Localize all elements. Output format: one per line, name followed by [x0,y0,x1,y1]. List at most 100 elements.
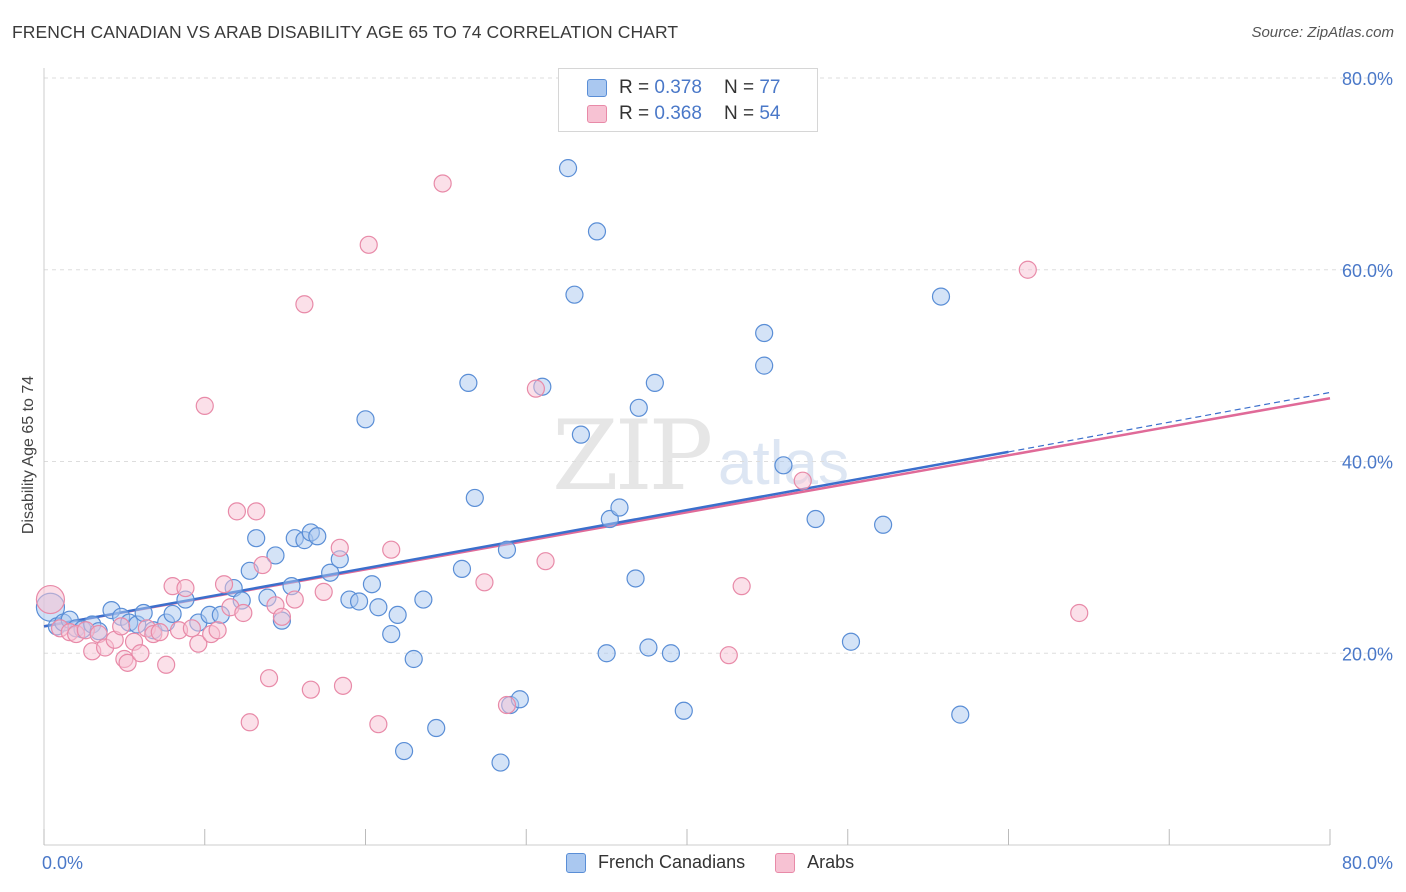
arabs-point [118,653,137,672]
french-canadians-point [465,488,484,508]
french-canadians-point [247,529,266,548]
legend-r-value: 0.378 [654,77,702,98]
stats-legend-row-arabs: R = 0.368 N = 54 [587,102,780,126]
arabs-point [259,669,279,688]
arabs-point [112,617,131,636]
arabs-point [536,552,555,571]
arabs-point [526,379,545,398]
french-canadians-point [755,356,774,375]
french-canadians-point [491,753,510,772]
legend-item-arabs[interactable]: Arabs [775,852,854,873]
legend-r-value: 0.368 [654,103,702,124]
y-tick-label: 80.0% [1342,69,1393,89]
french-canadians-point [321,563,340,582]
arabs-point [227,502,246,521]
french-canadians-point [951,705,970,724]
arabs-point [330,538,349,557]
stats-legend: R = 0.378 N = 77 R = 0.368 N = 54 [558,68,818,132]
legend-item-french-canadians[interactable]: French Canadians [566,852,745,873]
arabs-point [793,471,812,490]
french-canadians-point [362,575,382,594]
arabs-point [719,646,738,665]
x-tick-label: 0.0% [42,853,83,873]
arabs-point [208,621,227,640]
french-canadians-point [639,638,658,657]
french-canadians-point [841,632,861,651]
axis-labels: 20.0% 40.0% 60.0% 80.0% 0.0% 80.0% Disability … [20,69,1393,873]
watermark-zip: ZIP [552,400,713,512]
legend-label: Arabs [807,852,855,872]
legend-n-label: N = [723,77,755,98]
arabs-point [333,676,353,695]
french-canadians-point [459,373,478,392]
arabs-point [214,575,234,594]
arabs-point [272,607,292,626]
french-canadians-trend-line [43,450,1009,628]
arabs-point [1070,603,1089,623]
legend-label: French Canadians [598,852,746,872]
chart-source: Source: ZipAtlas.com [1251,24,1394,41]
french-canadians-point [931,287,951,306]
arabs-point [195,396,214,415]
arabs-point [157,655,176,674]
arabs-point [295,295,314,314]
french-canadians-point [629,398,648,417]
french-canadians-point [774,456,793,475]
arabs-point [369,715,388,734]
arabs-point [150,623,169,642]
y-axis-label: Disability Age 65 to 74 [20,376,37,534]
french-canadians-point [452,559,472,578]
french-canadians-point [266,546,285,565]
french-canadians-point [755,323,774,343]
arabs-point [433,174,452,193]
arabs-point [382,540,401,559]
legend-swatch-blue [587,79,607,97]
french-canadians-point [134,603,153,623]
french-canadians-point [806,509,825,529]
french-canadians-point [571,425,591,444]
arabs-point [131,644,150,663]
french-canadians-point [610,498,629,517]
arabs-point [189,634,208,653]
arabs-point [1018,260,1037,279]
french-canadians-point [349,592,369,611]
arabs-point [240,713,259,732]
arabs-point [475,573,494,592]
french-canadians-point [388,605,407,625]
french-canadians-point [558,159,578,178]
french-canadians-point [587,222,607,241]
french-canadians-point [645,373,664,392]
y-tick-label: 20.0% [1342,644,1393,664]
french-canadians-point [414,590,433,609]
legend-swatch-pink [587,105,607,123]
arabs-point [732,577,751,596]
arabs-point [253,555,272,575]
chart-title: FRENCH CANADIAN VS ARAB DISABILITY AGE 6… [12,22,679,42]
french-canadians-point [626,569,645,588]
axes [43,68,1331,846]
data-points [35,159,1089,772]
x-tick-label: 80.0% [1342,853,1393,873]
french-canadians-point [404,649,423,669]
french-canadians-point [163,604,182,624]
arabs-point [234,603,253,623]
stats-legend-row-french-canadians: R = 0.378 N = 77 [587,76,780,100]
arabs-point [247,502,266,521]
french-canadians-point [369,598,388,617]
french-canadians-point [674,701,693,720]
legend-n-value: 77 [759,77,781,98]
arabs-point [314,582,333,601]
legend-r-label: R = [619,103,650,124]
french-canadians-trend-extension [1008,391,1331,453]
legend-n-label: N = [723,103,755,124]
arabs-point [182,619,201,638]
french-canadians-point [308,527,327,546]
trend-lines [43,391,1331,628]
arabs-point [497,695,517,715]
french-canadians-point [661,644,681,663]
french-canadians-point [565,285,584,304]
legend-swatch-pink [775,852,796,873]
arabs-point [35,584,66,615]
french-canadians-point [394,741,414,761]
